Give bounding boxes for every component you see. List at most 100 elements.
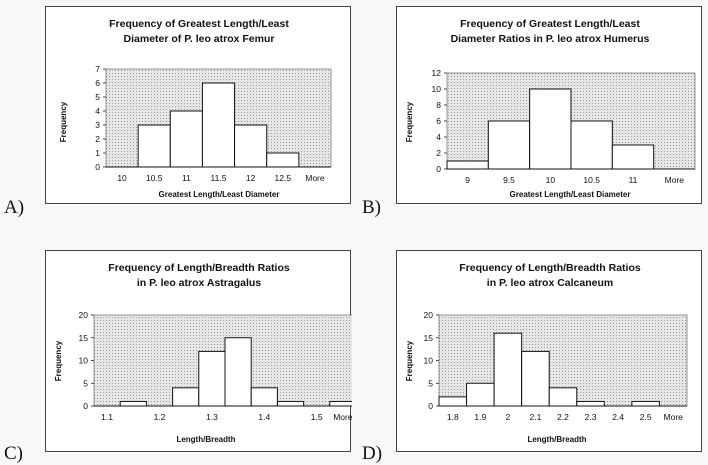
- histogram-bar: [446, 160, 489, 170]
- histogram-bar: [529, 88, 572, 170]
- y-tick-label: 10: [424, 356, 434, 366]
- y-tick-label: 10: [79, 356, 89, 366]
- histogram-bar: [276, 400, 305, 407]
- x-tick-label: 2: [506, 412, 511, 422]
- x-tick-label: 10: [546, 175, 556, 185]
- x-axis-label: Greatest Length/Least Diameter: [510, 190, 631, 199]
- chart-title-line: Diameter Ratios in P. leo atrox Humerus: [451, 33, 650, 45]
- x-tick-label: More: [333, 412, 352, 422]
- chart-title-line: in P. leo atrox Calcaneum: [487, 277, 613, 289]
- y-tick-label: 3: [95, 120, 100, 130]
- histogram-bar: [172, 387, 200, 407]
- y-axis-label: Frequency: [59, 101, 68, 142]
- x-tick-label: 1.4: [258, 412, 270, 422]
- x-tick-label: 9.5: [503, 175, 515, 185]
- y-tick-label: 5: [95, 92, 100, 102]
- chart-title-line: in P. leo atrox Astragalus: [137, 277, 261, 289]
- y-tick-label: 4: [436, 132, 441, 142]
- x-tick-label: 1.5: [311, 412, 323, 422]
- panel-label-c: C): [4, 443, 23, 464]
- histogram-humerus-panel: Frequency of Greatest Length/Least Diamet…: [396, 6, 702, 204]
- x-tick-label: 1.8: [447, 412, 459, 422]
- x-tick-label: 1.9: [474, 412, 486, 422]
- y-tick-label: 0: [83, 401, 88, 411]
- x-tick-label: 12.5: [275, 173, 292, 183]
- x-tick-label: 2.1: [530, 412, 542, 422]
- histogram-calcaneum-chart: Frequency of Length/Breadth Ratios in P. …: [405, 262, 688, 444]
- histogram-bar: [198, 350, 226, 407]
- histogram-bar: [493, 332, 523, 407]
- y-tick-label: 8: [436, 100, 441, 110]
- x-tick-label: 2.3: [585, 412, 597, 422]
- y-tick-label: 0: [95, 162, 100, 172]
- x-tick-label: 10: [117, 173, 127, 183]
- y-tick-label: 20: [424, 310, 434, 320]
- y-tick-label: 5: [83, 378, 88, 388]
- y-tick-label: 7: [95, 64, 100, 74]
- x-tick-label: More: [664, 412, 684, 422]
- histogram-bar: [119, 400, 147, 407]
- histogram-astragalus-chart: Frequency of Length/Breadth Ratios in P. …: [54, 262, 352, 444]
- histogram-bar: [548, 387, 578, 407]
- histogram-bar: [576, 400, 605, 407]
- y-tick-label: 15: [424, 333, 434, 343]
- x-axis-label: Length/Breadth: [527, 435, 586, 444]
- x-tick-label: 9: [465, 175, 470, 185]
- y-axis-label: Frequency: [405, 340, 414, 381]
- chart-title-line: Frequency of Greatest Length/Least: [460, 18, 640, 30]
- histogram-calcaneum-panel: Frequency of Length/Breadth Ratios in P. …: [396, 250, 702, 452]
- x-tick-label: More: [665, 175, 685, 185]
- histogram-bar: [487, 120, 531, 170]
- y-tick-label: 2: [436, 148, 441, 158]
- panel-label-b: B): [362, 197, 381, 218]
- x-axis-label: Length/Breadth: [176, 435, 235, 444]
- y-tick-label: 0: [436, 164, 441, 174]
- panel-label-d: D): [362, 443, 383, 464]
- histogram-bar: [224, 337, 252, 407]
- histogram-bar: [201, 82, 236, 168]
- y-tick-label: 0: [428, 401, 433, 411]
- histogram-femur-panel: Frequency of Greatest Length/Least Diamet…: [45, 6, 351, 204]
- histogram-astragalus-panel: Frequency of Length/Breadth Ratios in P. …: [45, 250, 352, 452]
- x-tick-label: 2.2: [557, 412, 569, 422]
- histogram-femur-chart: Frequency of Greatest Length/Least Diamet…: [59, 18, 332, 199]
- histogram-bar: [329, 400, 352, 407]
- x-tick-label: More: [305, 173, 325, 183]
- histogram-humerus-chart: Frequency of Greatest Length/Least Diamet…: [405, 18, 696, 199]
- y-tick-label: 12: [432, 68, 442, 78]
- chart-title-line: Frequency of Length/Breadth Ratios: [459, 262, 641, 274]
- histogram-bar: [466, 382, 495, 407]
- y-tick-label: 6: [95, 78, 100, 88]
- chart-title-line: Frequency of Length/Breadth Ratios: [108, 262, 290, 274]
- x-tick-label: 1.2: [154, 412, 166, 422]
- histogram-bar: [570, 120, 613, 170]
- x-tick-label: 1.3: [206, 412, 218, 422]
- x-tick-label: 10.5: [146, 173, 163, 183]
- y-tick-label: 15: [79, 333, 89, 343]
- y-axis-label: Frequency: [54, 340, 63, 381]
- x-tick-label: 2.4: [612, 412, 624, 422]
- y-tick-label: 2: [95, 134, 100, 144]
- x-tick-label: 11.5: [211, 173, 227, 183]
- histogram-bar: [521, 350, 550, 407]
- y-tick-label: 5: [428, 378, 433, 388]
- histogram-bar: [631, 400, 660, 407]
- histogram-bar: [234, 124, 268, 168]
- panel-label-a: A): [4, 197, 25, 218]
- y-tick-label: 6: [436, 116, 441, 126]
- chart-title-line: Diameter of P. leo atrox Femur: [124, 33, 275, 45]
- x-tick-label: 11: [629, 175, 638, 185]
- chart-title-line: Frequency of Greatest Length/Least: [109, 18, 289, 30]
- y-tick-label: 20: [79, 310, 89, 320]
- histogram-bar: [611, 144, 655, 170]
- x-tick-label: 11: [182, 173, 191, 183]
- histogram-bar: [266, 152, 300, 168]
- histogram-bar: [438, 396, 468, 407]
- x-tick-label: 1.1: [101, 412, 113, 422]
- y-axis-label: Frequency: [405, 101, 414, 142]
- x-tick-label: 2.5: [640, 412, 652, 422]
- histogram-bar: [169, 110, 203, 168]
- x-tick-label: 12: [246, 173, 256, 183]
- x-axis-label: Greatest Length/Least Diameter: [159, 190, 280, 199]
- y-tick-label: 1: [95, 148, 100, 158]
